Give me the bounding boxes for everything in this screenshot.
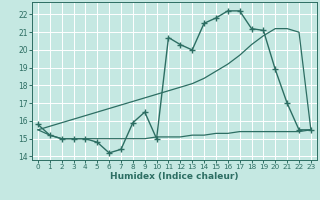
X-axis label: Humidex (Indice chaleur): Humidex (Indice chaleur) — [110, 172, 239, 181]
